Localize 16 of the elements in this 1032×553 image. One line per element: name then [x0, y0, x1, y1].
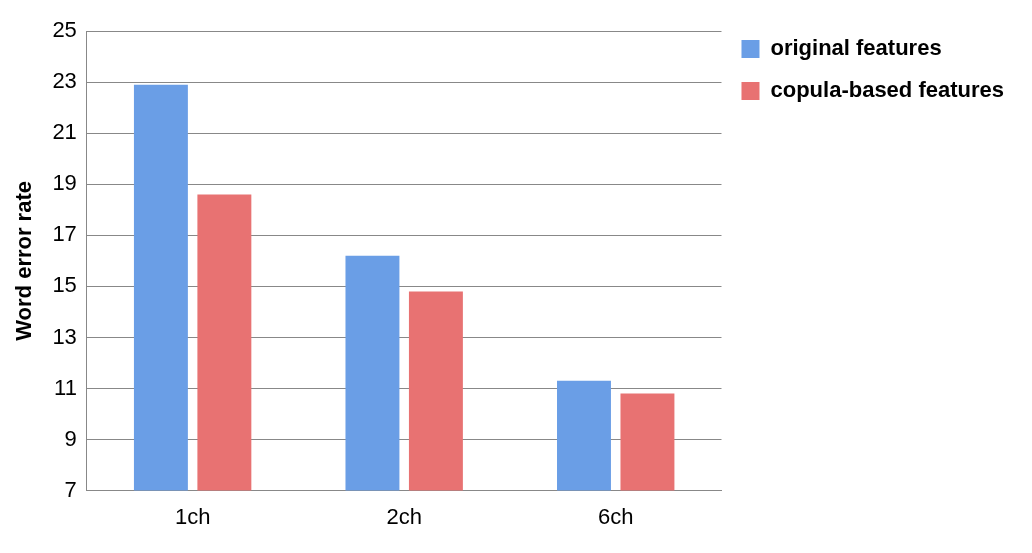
legend-label: copula-based features [770, 77, 1004, 103]
x-tick-label: 6ch [597, 503, 634, 529]
y-tick-label: 23 [52, 68, 77, 94]
y-tick-label: 13 [52, 323, 77, 349]
y-tick-label: 19 [52, 170, 77, 196]
y-tick-label: 25 [52, 17, 77, 43]
y-tick-label: 7 [64, 476, 77, 502]
legend-label: original features [770, 35, 942, 61]
y-tick-label: 9 [64, 425, 77, 451]
x-tick-label: 1ch [174, 503, 211, 529]
y-tick-label: 21 [52, 119, 77, 145]
y-tick-label: 11 [54, 374, 77, 400]
y-axis-title: Word error rate [11, 181, 37, 341]
x-tick-label: 2ch [386, 503, 422, 529]
y-tick-label: 15 [52, 272, 77, 298]
y-tick-label: 17 [52, 221, 77, 247]
